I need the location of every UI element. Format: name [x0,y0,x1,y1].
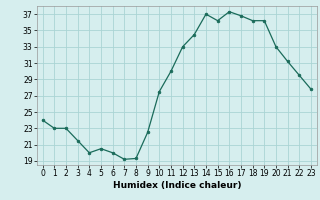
X-axis label: Humidex (Indice chaleur): Humidex (Indice chaleur) [113,181,241,190]
